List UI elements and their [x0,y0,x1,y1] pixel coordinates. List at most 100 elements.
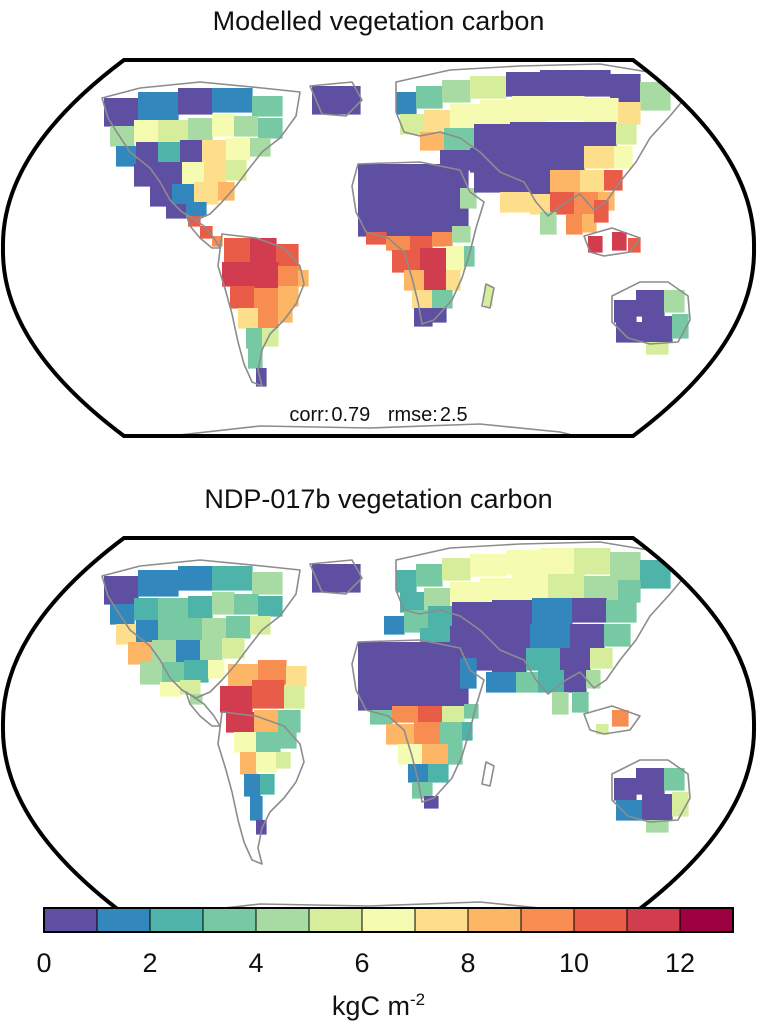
observed-cell [570,624,605,649]
observed-cell [642,794,673,821]
modelled-cell [136,142,159,165]
modelled-cell [446,246,465,271]
observed-cell [358,690,469,711]
modelled-cell [636,290,665,317]
colorbar-unit-label: kgC m-2 [0,990,757,1022]
modelled-cell [446,270,461,291]
observed-cell [252,572,283,595]
observed-cell [646,820,669,833]
modelled-cell [204,162,227,185]
modelled-cell [442,80,471,103]
modelled-cell [224,238,251,263]
modelled-coastline-africa [351,161,485,325]
modelled-cell [212,114,235,137]
modelled-coastline-samerica [217,233,305,387]
modelled-cell [358,214,469,237]
observed-cell [228,664,259,687]
modelled-cell [444,128,475,151]
observed-cell [442,558,471,581]
modelled-cell [258,118,283,139]
modelled-cell [358,164,469,215]
colorbar-swatch [44,908,98,932]
modelled-cell [134,164,159,187]
observed-cell [424,588,451,611]
modelled-cell [480,100,513,125]
modelled-map-border [0,58,757,438]
modelled-coastline-camerica [185,213,221,249]
modelled-cell [252,96,283,117]
modelled-cell [614,300,637,323]
colorbar-swatch [256,908,310,932]
modelled-cell [586,122,617,147]
rmse-label: rmse: [387,404,438,426]
modelled-cell [404,270,425,291]
modelled-cell [510,146,551,173]
modelled-cell [400,114,425,135]
observed-cell [418,706,443,723]
modelled-cell [222,262,251,287]
unit-exponent: -2 [409,990,426,1009]
observed-cell [512,574,549,601]
observed-cell [212,566,253,591]
observed-cell [252,680,285,709]
modelled-cell [550,122,587,147]
modelled-cell [540,70,575,97]
modelled-cell [540,212,557,235]
modelled-cell [158,162,183,185]
observed-data-grid [104,548,689,835]
colorbar-frame [43,907,734,933]
observed-cell [584,576,619,601]
modelled-cell [420,248,447,271]
modelled-cell [584,146,615,169]
observed-cell [280,730,297,749]
modelled-cell [226,160,247,181]
colorbar-swatch [309,908,363,932]
modelled-cell [550,170,581,193]
modelled-cell [278,306,293,323]
observed-cell [234,594,259,615]
modelled-cell [604,170,623,191]
observed-cell [564,670,587,693]
rmse-value: 2.5 [439,404,468,426]
panel-title-modelled: Modelled vegetation carbon [212,6,545,36]
observed-cell [414,722,441,745]
modelled-coastline-greenland [309,81,363,117]
modelled-cell [412,290,433,309]
colorbar-swatch [203,908,257,932]
observed-cell [398,744,423,765]
modelled-cell [134,120,159,143]
observed-cell [256,752,277,773]
colorbar-tick-label: 12 [665,948,695,978]
modelled-cell [250,262,279,289]
observed-cell [480,578,513,603]
observed-cell [606,600,637,623]
modelled-cell [646,342,669,355]
modelled-cell [550,146,585,171]
colorbar-swatch [415,908,469,932]
observed-cell [636,768,665,795]
observed-cell [284,686,305,709]
colorbar-tick-label: 0 [36,948,51,978]
colorbar-swatch [150,908,204,932]
observed-cell [596,724,609,735]
modelled-cell [250,238,277,263]
observed-cell [176,640,201,663]
modelled-coastline-indonesia [583,227,641,257]
observed-cell [208,660,225,679]
observed-cell [428,764,449,783]
observed-cell [614,778,637,801]
modelled-cell [548,96,585,121]
modelled-cell [116,146,137,167]
observed-cell [540,548,575,575]
observed-cell [200,640,223,663]
modelled-cell [194,182,219,205]
map-modelled-vegetation-carbon [0,58,757,438]
modelled-cell [424,270,447,291]
colorbar-swatch [362,908,416,932]
modelled-cell [278,266,301,287]
observed-cell [404,610,429,633]
modelled-coastline-australia [611,281,691,345]
colorbar-swatch [521,908,575,932]
modelled-cell [420,132,445,151]
observed-cell [424,796,439,809]
